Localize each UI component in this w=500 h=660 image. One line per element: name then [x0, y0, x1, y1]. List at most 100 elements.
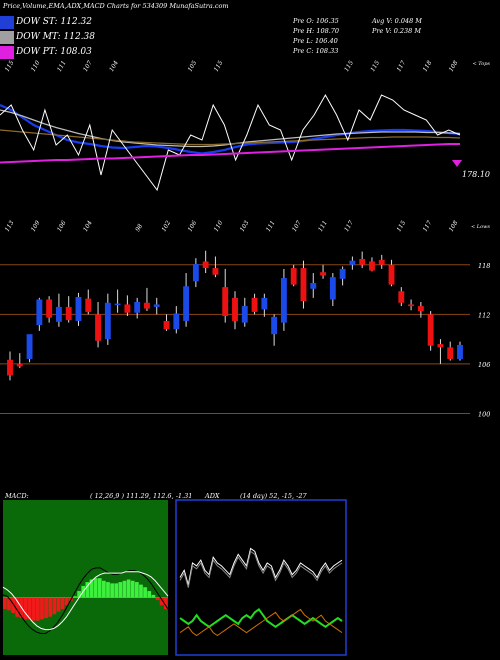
macd-histogram-bar [93, 578, 98, 598]
macd-histogram-bar [155, 597, 160, 601]
candle-body [144, 302, 150, 309]
price-tick-label: 118 [478, 262, 490, 270]
candle-body [359, 259, 366, 265]
legend-swatch-mt [0, 31, 14, 44]
candle-body [36, 299, 43, 326]
legend-swatch-st [0, 16, 14, 29]
candle-body [369, 261, 375, 271]
legend-dow-pt: DOW PT: 108.03 [0, 46, 160, 60]
adx-line-2 [179, 550, 343, 588]
bottom-label: 102 [160, 219, 172, 233]
ema-last-value: 178.10 [462, 170, 490, 179]
bottom-label: 104 [82, 219, 94, 233]
legend-label-mt: DOW MT: 112.38 [16, 32, 95, 42]
macd-histogram-bar [122, 580, 127, 598]
candle-body [7, 359, 13, 376]
macd-histogram-bar [135, 582, 139, 598]
ohlc-high: Pre H: 108.70 [293, 27, 340, 35]
candle-body [280, 278, 287, 323]
candle-body [251, 297, 258, 312]
bottom-label: 111 [317, 220, 329, 233]
bottom-label: 98 [134, 223, 144, 233]
macd-histogram-bar [48, 597, 53, 617]
bottom-label: 115 [395, 219, 407, 233]
candle-body [104, 302, 111, 340]
top-label: 111 [56, 60, 68, 73]
macd-histogram-bar [159, 597, 164, 606]
macd-histogram-bar [7, 597, 11, 611]
macd-histogram-bar [118, 582, 123, 598]
macd-panel-bg [3, 500, 168, 655]
bottom-label: 103 [239, 219, 251, 233]
candle-body [241, 306, 248, 323]
bottom-label: 113 [4, 219, 16, 233]
macd-histogram-bar [64, 597, 69, 606]
macd-histogram-bar [3, 597, 7, 610]
candle-body [261, 297, 268, 310]
bottom-label: 109 [30, 219, 42, 233]
bottom-label: 108 [448, 219, 460, 233]
candle-body [134, 301, 141, 313]
candle-body [398, 291, 405, 303]
minus-di-line [179, 608, 343, 637]
candle-body [173, 313, 180, 330]
macd-histogram-bar [60, 597, 65, 610]
candle-body [26, 334, 33, 359]
macd-histogram-bar [114, 583, 119, 598]
candle-body [16, 363, 23, 367]
ohlc-pre-volume: Pre V: 0.238 M [372, 27, 422, 35]
legend-swatch-pt [0, 46, 14, 59]
candle-body [75, 297, 82, 321]
adx-title: ADX [205, 492, 220, 500]
top-label: 105 [186, 59, 198, 73]
macd-histogram-bar [130, 580, 135, 598]
candle-body [95, 314, 101, 341]
top-label: 107 [82, 59, 94, 73]
macd-histogram-bar [36, 597, 40, 621]
bottom-label: 117 [343, 219, 355, 233]
macd-histogram-bar [56, 597, 61, 612]
macd-histogram-bar [40, 597, 44, 620]
candle-body [85, 298, 92, 312]
candle-body [290, 268, 297, 285]
ohlc-low: Pre L: 106.40 [293, 37, 338, 45]
top-label: 115 [4, 59, 16, 73]
candle-body [417, 306, 424, 312]
ohlc-close: Pre C: 108.33 [293, 47, 339, 55]
price-tick-label: 112 [478, 311, 490, 319]
legend-dow-st: DOW ST: 112.32 [0, 16, 160, 30]
ema-marker [452, 160, 462, 167]
candle-body [183, 286, 190, 321]
candle-body [457, 344, 463, 359]
bottom-label: 110 [213, 219, 225, 233]
adx-panel-bg [175, 499, 347, 656]
legend-dow-mt: DOW MT: 112.38 [0, 31, 160, 45]
macd-histogram-bar [44, 597, 48, 619]
macd-histogram-bar [15, 597, 20, 617]
candle-body [55, 306, 62, 322]
candle-body [202, 261, 209, 269]
macd-histogram-bar [11, 597, 15, 613]
macd-params: ( 12,26,9 ) 111.29, 112.6, -1.31 [90, 492, 193, 500]
top-label: 117 [395, 59, 407, 73]
macd-histogram-bar [139, 584, 143, 598]
macd-histogram-bar [106, 582, 110, 598]
candle-body [192, 263, 199, 282]
candle-body [388, 264, 395, 285]
candle-body [271, 316, 278, 335]
bottom-label: 106 [186, 219, 198, 233]
top-label: 115 [369, 59, 381, 73]
macd-signal-line [2, 571, 169, 631]
macd-histogram-bar [85, 582, 90, 598]
candle-body [329, 277, 336, 300]
bottom-label: 117 [422, 219, 434, 233]
top-label: 115 [213, 59, 225, 73]
macd-histogram-bar [110, 583, 114, 598]
candle-body [300, 268, 307, 302]
candle-body [153, 304, 160, 307]
ohlc-open: Pre O: 106.35 [293, 17, 339, 25]
top-label: 104 [108, 59, 120, 73]
ohlc-avg-volume: Avg V: 0.048 M [372, 17, 422, 25]
legend-label-pt: DOW PT: 108.03 [16, 47, 92, 57]
legend-label-st: DOW ST: 112.32 [16, 17, 92, 27]
